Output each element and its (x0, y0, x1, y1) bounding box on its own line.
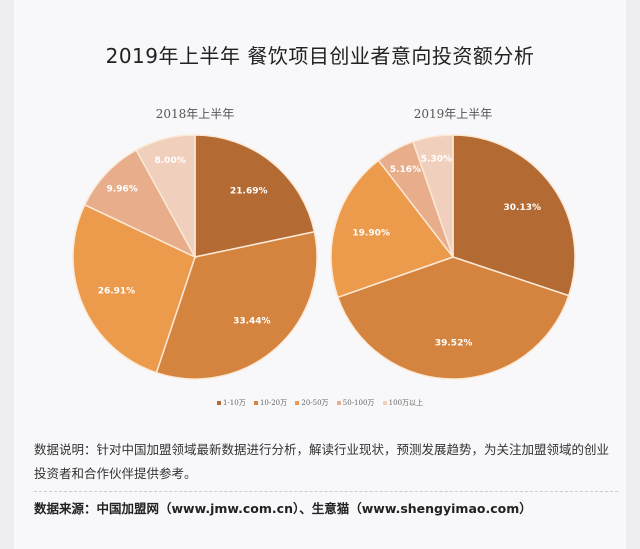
pie-slice (155, 230, 318, 380)
legend-swatch (336, 401, 341, 405)
data-label: 33.44% (233, 317, 271, 327)
legend-swatch (253, 401, 258, 405)
data-label: 30.13% (504, 203, 542, 213)
data-label: 26.91% (98, 286, 136, 296)
legend-swatch (295, 401, 300, 405)
pie-slice (330, 159, 455, 299)
legend-label: 1-10万 (222, 399, 246, 407)
page-title: 2019年上半年 餐饮项目创业者意向投资额分析 (105, 44, 535, 68)
legend-swatch (382, 401, 387, 405)
pie-2019-title: 2019年上半年 (413, 107, 493, 121)
data-label: 8.00% (155, 156, 186, 166)
pie-slice (412, 134, 454, 258)
pie-slice (83, 149, 197, 259)
pie-slice (135, 134, 196, 258)
legend: 1-10万 10-20万 20-50万 50-100万 100万以上 (0, 398, 640, 408)
data-label: 5.16% (390, 165, 421, 175)
legend-swatch (216, 401, 221, 405)
legend-label: 50-100万 (342, 399, 375, 407)
data-description: 数据说明：针对中国加盟领域最新数据进行分析，解读行业现状，预测发展趋势，为关注加… (34, 442, 610, 481)
pie-slice (452, 134, 576, 297)
legend-item: 50-100万 (336, 399, 375, 407)
legend-label: 100万以上 (388, 399, 424, 407)
legend-item: 10-20万 (253, 399, 288, 407)
divider (34, 491, 618, 492)
legend-label: 20-50万 (301, 399, 329, 407)
legend-item: 100万以上 (382, 399, 424, 407)
data-label: 9.96% (107, 184, 138, 194)
pie-slice (194, 134, 316, 258)
data-label: 19.90% (352, 229, 390, 239)
data-source: 数据来源：中国加盟网（www.jmw.com.cn）、生意猫（www.sheng… (34, 501, 532, 516)
legend-label: 10-20万 (259, 399, 288, 407)
pie-slice (336, 256, 570, 380)
legend-item: 20-50万 (295, 399, 329, 407)
data-label: 21.69% (230, 187, 268, 197)
pie-slice (72, 203, 196, 374)
pie-2018-title: 2018年上半年 (155, 107, 235, 121)
data-label: 39.52% (435, 338, 473, 348)
legend-item: 1-10万 (216, 399, 246, 407)
data-label: 5.30% (421, 154, 452, 164)
